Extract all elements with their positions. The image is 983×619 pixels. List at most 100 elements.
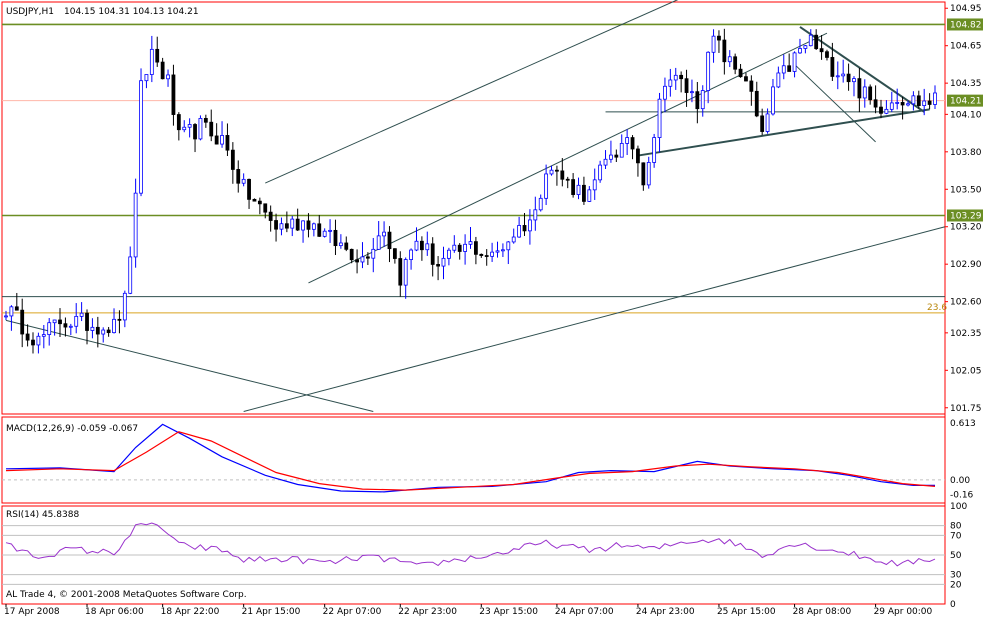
candle-body: [344, 242, 349, 250]
candle-body: [365, 256, 370, 259]
price-tag-bg: [947, 94, 983, 107]
candle-body: [236, 169, 241, 184]
indicators: [2, 423, 945, 585]
candle-body: [360, 256, 365, 263]
candle-body: [484, 255, 489, 257]
price-tick-label: 104.10: [950, 110, 982, 120]
candle-body: [808, 34, 813, 47]
candle-body: [274, 220, 278, 230]
candle-body: [781, 65, 786, 74]
candle-body: [690, 91, 694, 94]
candle-body: [511, 236, 516, 243]
candle-body: [528, 219, 532, 232]
candle-body: [392, 248, 397, 259]
candle-body: [803, 45, 808, 49]
candle-body: [306, 220, 311, 230]
candle-body: [355, 259, 359, 263]
candle-body: [371, 248, 376, 259]
candle-body: [41, 334, 46, 337]
candle-body: [646, 162, 651, 186]
candle-body: [284, 223, 289, 229]
candle-body: [203, 117, 208, 123]
candle-body: [819, 48, 824, 53]
price-tick-label: 103.80: [950, 148, 982, 158]
panel-frame-1: [1, 416, 946, 504]
price-tag-label: 104.21: [950, 97, 982, 107]
candle-body: [733, 56, 738, 70]
candle-body: [695, 91, 700, 110]
rsi-title: RSI(14) 45.8388: [6, 510, 79, 520]
rsi-tick-label: 30: [950, 571, 962, 581]
trendline-3: [308, 32, 828, 284]
candle-body: [4, 315, 8, 318]
time-tick-label: 22 Apr 07:00: [323, 607, 382, 617]
candle-body: [117, 318, 122, 321]
trendline-6: [637, 108, 930, 157]
candle-body: [506, 241, 511, 251]
candle-body: [63, 323, 68, 328]
candle-body: [760, 115, 765, 132]
candle-body: [25, 333, 30, 341]
candle-body: [122, 292, 127, 321]
trendline-5: [799, 26, 925, 113]
candle-body: [906, 103, 910, 106]
candle-body: [441, 257, 446, 267]
candle-body: [717, 35, 721, 41]
candle-body: [787, 65, 792, 72]
candle-body: [268, 211, 273, 221]
candle-body: [452, 244, 457, 251]
trendline-2: [265, 0, 679, 184]
price-tick-label: 104.65: [950, 42, 982, 52]
candle-body: [603, 158, 608, 166]
price-tick-label: 101.75: [950, 404, 982, 414]
price-tag-bg: [947, 18, 983, 31]
time-tick-label: 21 Apr 15:00: [242, 607, 301, 617]
panel-frames: [1, 1, 946, 605]
candle-body: [90, 326, 95, 331]
rsi-tick-label: 70: [950, 531, 962, 541]
price-tick-label: 103.20: [950, 223, 982, 233]
candle-body: [835, 75, 840, 78]
macd-series-line: [5, 431, 936, 491]
rsi-tick-label: 80: [950, 522, 962, 532]
candle-body: [857, 78, 862, 99]
candle-body: [79, 312, 84, 317]
candle-body: [711, 35, 716, 53]
candle-body: [916, 95, 921, 106]
candle-body: [349, 248, 354, 261]
candle-body: [549, 169, 554, 175]
time-tick-label: 23 Apr 15:00: [479, 607, 538, 617]
candle-body: [58, 319, 62, 325]
rsi-tick-label: 20: [950, 580, 962, 590]
candle-body: [376, 235, 381, 250]
candle-body: [101, 329, 106, 335]
candle-body: [247, 178, 251, 200]
candle-body: [825, 51, 829, 58]
time-tick-label: 18 Apr 06:00: [85, 607, 144, 617]
time-tick-label: 17 Apr 2008: [4, 607, 60, 617]
candle-body: [852, 78, 856, 83]
candle-body: [36, 335, 41, 346]
candle-body: [112, 318, 116, 334]
candle-body: [182, 126, 187, 131]
candle-body: [814, 34, 819, 50]
rsi-tick-label: 100: [950, 502, 967, 512]
candle-body: [446, 249, 451, 259]
rsi-series-line: [5, 522, 936, 567]
candle-body: [263, 203, 268, 213]
candle-body: [403, 259, 408, 286]
candle-body: [463, 243, 467, 252]
price-tick-label: 103.50: [950, 185, 982, 195]
time-tick-label: 25 Apr 15:00: [717, 607, 776, 617]
candle-body: [166, 74, 170, 80]
candles: [4, 28, 937, 354]
trendline-1: [243, 226, 946, 412]
price-tag-label: 104.82: [950, 20, 982, 30]
candle-body: [257, 200, 262, 205]
candle-body: [295, 218, 300, 231]
candle-body: [214, 135, 219, 145]
copyright-label: AL Trade 4, © 2001-2008 MetaQuotes Softw…: [6, 590, 247, 600]
candle-body: [382, 231, 386, 237]
candle-body: [862, 86, 867, 99]
